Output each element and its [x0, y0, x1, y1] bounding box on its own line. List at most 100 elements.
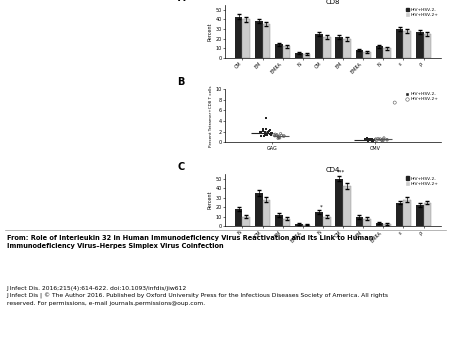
Point [364, 137, 371, 143]
Text: From: Role of Interleukin 32 in Human Immunodeficiency Virus Reactivation and It: From: Role of Interleukin 32 in Human Im… [7, 235, 373, 249]
Point [275, 135, 283, 140]
Bar [235, 209, 243, 226]
Bar [275, 215, 283, 226]
Point [257, 130, 265, 136]
Point [265, 129, 272, 135]
Point [262, 116, 270, 121]
Point [263, 132, 270, 138]
Point [370, 137, 378, 143]
Bar [263, 24, 270, 58]
Bar [283, 46, 290, 58]
Point [364, 138, 372, 143]
Point [380, 137, 387, 143]
Point [364, 136, 371, 141]
Legend: HIV+HSV-2-, HIV+HSV-2+: HIV+HSV-2-, HIV+HSV-2+ [405, 7, 439, 18]
Point [391, 100, 398, 105]
Bar [295, 53, 303, 58]
Point [271, 133, 279, 139]
Point [273, 132, 280, 138]
Point [369, 137, 376, 142]
Bar [376, 223, 383, 226]
Bar [376, 46, 383, 58]
Bar [423, 202, 431, 226]
Point [383, 137, 391, 142]
Point [269, 130, 276, 135]
Point [260, 128, 267, 134]
Point [280, 133, 288, 139]
Point [378, 137, 385, 143]
Bar [403, 200, 411, 226]
Bar [335, 178, 343, 226]
Point [366, 136, 373, 142]
Bar [416, 32, 423, 58]
Y-axis label: Percent: Percent [207, 22, 212, 41]
Point [261, 131, 268, 137]
Point [280, 134, 287, 139]
Text: B: B [177, 77, 185, 87]
Point [379, 138, 386, 143]
Point [373, 138, 380, 143]
Y-axis label: Percent: Percent [207, 191, 212, 209]
Point [278, 132, 285, 138]
Point [365, 136, 372, 142]
Point [363, 137, 370, 143]
Bar [423, 34, 431, 58]
Point [380, 135, 387, 141]
Bar [255, 21, 263, 58]
Point [257, 133, 265, 139]
Point [372, 137, 379, 142]
Point [372, 136, 379, 142]
Bar [263, 200, 270, 226]
Bar [416, 206, 423, 226]
Bar [295, 223, 303, 226]
Point [259, 127, 266, 132]
Point [365, 138, 372, 143]
Point [274, 134, 282, 139]
Bar [383, 48, 391, 58]
Point [268, 130, 275, 135]
Bar [343, 39, 351, 58]
Bar [243, 20, 250, 58]
Point [275, 135, 282, 140]
Point [383, 137, 391, 143]
Bar [275, 44, 283, 58]
Point [364, 137, 372, 142]
Bar [363, 52, 371, 58]
Point [266, 131, 273, 137]
Bar [383, 223, 391, 226]
Bar [315, 34, 323, 58]
Bar [323, 37, 331, 58]
Point [262, 132, 270, 138]
Bar [396, 202, 403, 226]
Bar [243, 217, 250, 226]
Bar [343, 186, 351, 226]
Bar [403, 31, 411, 58]
Bar [363, 219, 371, 226]
Bar [335, 37, 343, 58]
Title: CD4: CD4 [326, 167, 340, 173]
Legend: HIV+HSV-2-, HIV+HSV-2+: HIV+HSV-2-, HIV+HSV-2+ [405, 92, 439, 102]
Point [268, 132, 275, 138]
Point [369, 138, 377, 143]
Legend: HIV+HSV-2-, HIV+HSV-2+: HIV+HSV-2-, HIV+HSV-2+ [405, 176, 439, 186]
Point [262, 126, 270, 131]
Point [367, 136, 374, 142]
Point [270, 132, 278, 138]
Point [266, 128, 273, 133]
Point [262, 131, 269, 137]
Point [363, 137, 370, 143]
Bar [356, 50, 363, 58]
Point [277, 131, 284, 137]
Point [273, 132, 280, 138]
Point [364, 137, 372, 143]
Bar [235, 17, 243, 58]
Point [377, 136, 384, 142]
Point [275, 134, 282, 140]
Point [378, 137, 385, 143]
Point [257, 129, 265, 134]
Point [369, 137, 376, 142]
Point [266, 127, 274, 133]
Point [374, 136, 382, 141]
Text: J Infect Dis. 2016;215(4):614-622. doi:10.1093/infdis/jiw612
J Infect Dis | © Th: J Infect Dis. 2016;215(4):614-622. doi:1… [7, 286, 389, 306]
Point [256, 129, 264, 134]
